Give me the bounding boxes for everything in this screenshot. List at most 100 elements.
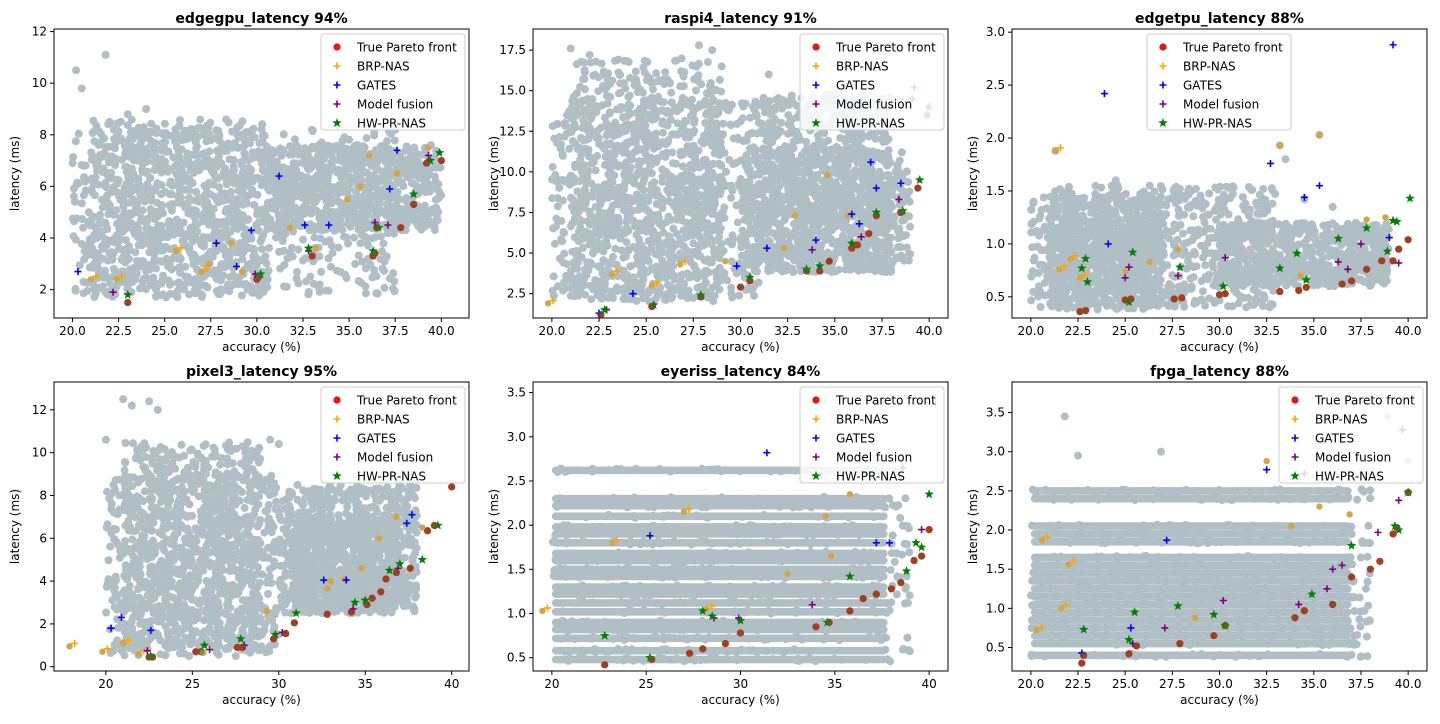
population-point (238, 292, 246, 300)
pareto-overlap (373, 224, 380, 231)
population-point (803, 167, 811, 175)
population-point (692, 267, 700, 275)
population-point (179, 200, 187, 208)
population-point (371, 270, 379, 278)
population-point (624, 112, 632, 120)
population-point (234, 225, 242, 233)
population-point (856, 225, 864, 233)
population-point (71, 198, 79, 206)
population-point (876, 243, 884, 251)
population-point (664, 281, 672, 289)
population-point (658, 173, 666, 181)
population-point (661, 68, 669, 76)
population-point (302, 189, 310, 197)
population-point (884, 215, 892, 223)
population-point (701, 97, 709, 105)
population-point (676, 82, 684, 90)
population-point (666, 109, 674, 117)
population-point (407, 153, 415, 161)
population-point (681, 96, 689, 104)
population-point (766, 254, 774, 262)
population-point (378, 247, 386, 255)
y-tick-label: 12 (32, 25, 47, 39)
x-tick-label: 35.0 (336, 324, 363, 338)
population-point (305, 288, 313, 296)
population-point (792, 198, 800, 206)
population-point (142, 153, 150, 161)
population-point (706, 234, 714, 242)
population-point (680, 73, 688, 81)
population-point (616, 79, 624, 87)
population-point (639, 89, 647, 97)
population-point (635, 205, 643, 213)
population-point (598, 60, 606, 68)
population-point (680, 242, 688, 250)
population-point (739, 207, 747, 215)
population-point (581, 66, 589, 74)
legend-marker-pareto (333, 43, 340, 50)
population-point (123, 163, 131, 171)
population-point (329, 163, 337, 171)
population-point (772, 211, 780, 219)
population-point (567, 194, 575, 202)
population-point (616, 162, 624, 170)
legend-label: Model fusion (357, 98, 433, 112)
population-point (559, 176, 567, 184)
population-point (612, 127, 620, 135)
population-point (603, 92, 611, 100)
population-point (661, 153, 669, 161)
population-point (156, 162, 164, 170)
population-point (358, 157, 366, 165)
population-point (258, 125, 266, 133)
population-point (173, 293, 181, 301)
population-point (567, 267, 575, 275)
population-point (642, 255, 650, 263)
population-point (826, 223, 834, 231)
population-point (801, 204, 809, 212)
population-point (843, 261, 851, 269)
population-point (609, 260, 617, 268)
population-point (665, 172, 673, 180)
population-point (662, 238, 670, 246)
population-point (606, 164, 614, 172)
population-point (322, 207, 330, 215)
population-point (807, 254, 815, 262)
population-point (690, 207, 698, 215)
population-point (668, 149, 676, 157)
population-point (717, 139, 725, 147)
population-point (701, 267, 709, 275)
population-point (757, 249, 765, 257)
population-point (584, 121, 592, 129)
population-point (250, 125, 258, 133)
population-point (776, 169, 784, 177)
population-point (769, 229, 777, 237)
population-point (115, 176, 123, 184)
population-point (223, 226, 231, 234)
population-point (117, 118, 125, 126)
population-point (668, 130, 676, 138)
population-point (225, 250, 233, 258)
population-point (318, 142, 326, 150)
population-point (350, 153, 358, 161)
population-point (753, 268, 761, 276)
population-point (280, 130, 288, 138)
population-point (636, 183, 644, 191)
population-point (389, 285, 397, 293)
population-point (385, 160, 393, 168)
population-point (102, 179, 110, 187)
population-point (593, 152, 601, 160)
population-point (690, 164, 698, 172)
population-point (608, 175, 616, 183)
population-point (75, 130, 83, 138)
population-point (133, 221, 141, 229)
population-point (434, 216, 442, 224)
population-point (147, 242, 155, 250)
population-point (707, 207, 715, 215)
population-point (69, 159, 77, 167)
x-tick-label: 30.0 (244, 324, 271, 338)
population-point (682, 118, 690, 126)
population-outlier (105, 118, 113, 126)
population-point (248, 284, 256, 292)
population-point (710, 136, 718, 144)
population-point (174, 193, 182, 201)
